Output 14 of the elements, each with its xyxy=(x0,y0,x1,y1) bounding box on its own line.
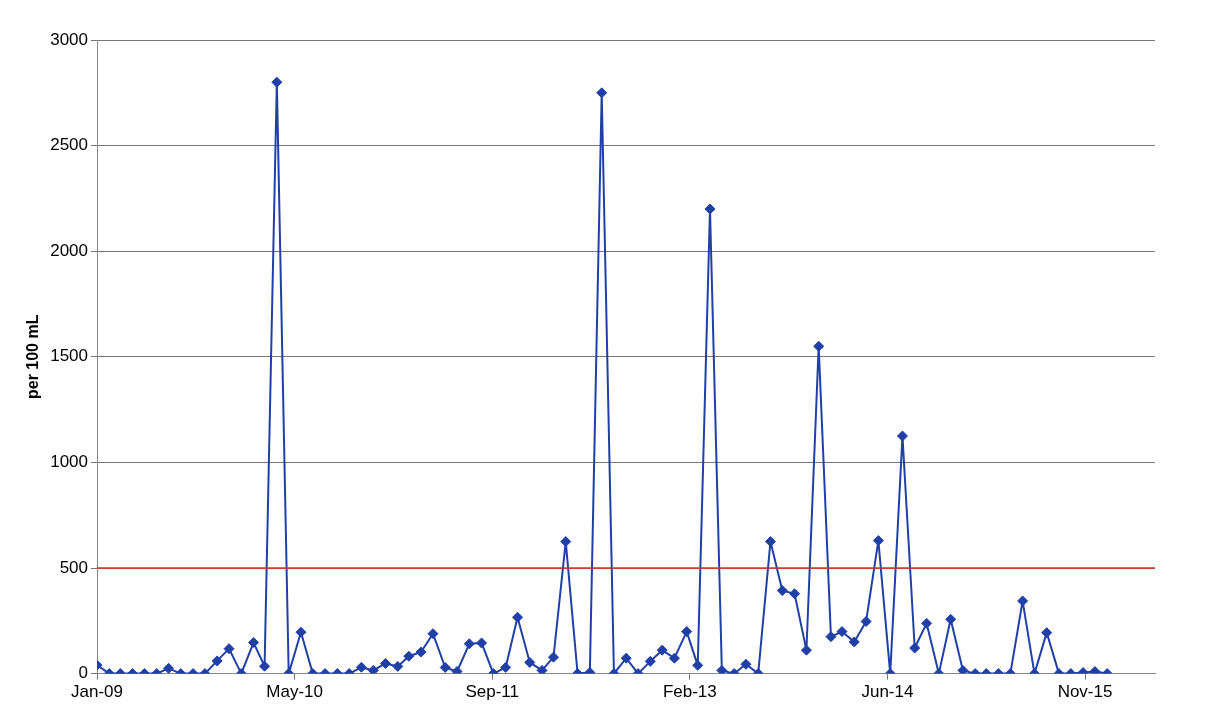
x-tick-label: Jan-09 xyxy=(71,682,124,702)
y-tick-label: 3000 xyxy=(50,29,89,49)
y-axis-title: per 100 mL xyxy=(24,314,42,400)
x-tick-label: Jun-14 xyxy=(861,682,914,702)
x-tick-label: Feb-13 xyxy=(662,682,717,702)
y-tick-label: 2500 xyxy=(50,135,89,155)
y-tick-label: 500 xyxy=(59,557,89,577)
x-tick-label: May-10 xyxy=(266,682,323,702)
y-tick-label: 0 xyxy=(78,663,89,683)
y-tick-label: 1500 xyxy=(50,346,89,366)
y-tick-label: 2000 xyxy=(50,240,89,260)
x-tick-label: Nov-15 xyxy=(1057,682,1113,702)
x-tick-label: Sep-11 xyxy=(465,682,520,702)
y-tick-label: 1000 xyxy=(50,452,89,472)
